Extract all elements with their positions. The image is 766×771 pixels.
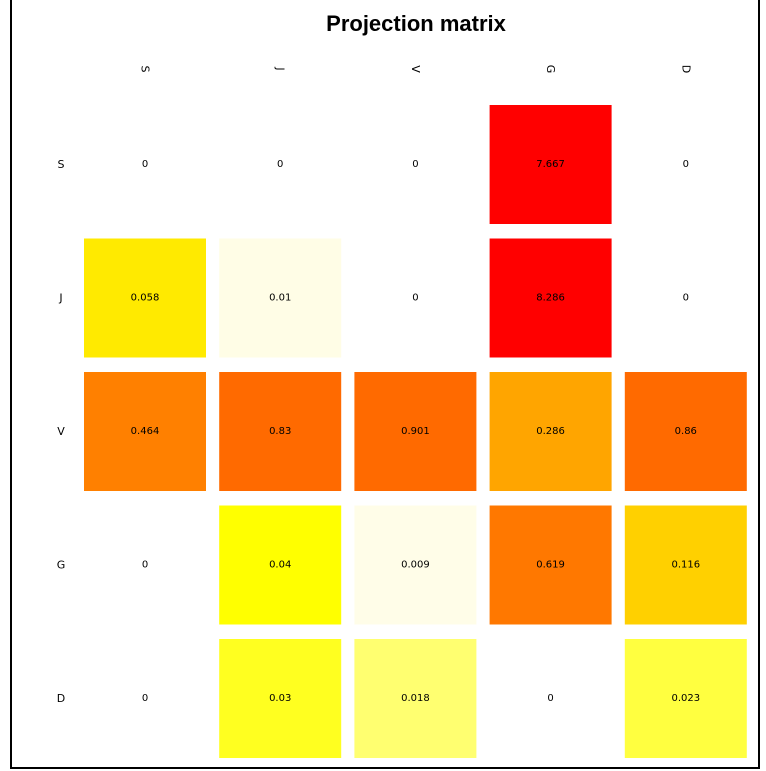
column-label: G — [544, 65, 557, 74]
heatmap-cell — [219, 372, 342, 491]
cell-value-label: 0.83 — [269, 426, 291, 437]
heatmap-cell — [219, 639, 342, 758]
row-label: D — [57, 692, 65, 705]
cell-value-label: 0 — [142, 693, 148, 704]
column-label: J — [274, 66, 287, 70]
heatmap-cell — [624, 639, 747, 758]
cell-value-label: 0.286 — [536, 426, 565, 437]
cell-value-label: 0 — [683, 293, 689, 304]
chart-title: Projection matrix — [326, 11, 506, 36]
cell-value-label: 0 — [547, 693, 553, 704]
cell-value-label: 8.286 — [536, 293, 565, 304]
row-label: V — [57, 425, 65, 438]
cell-value-label: 0.04 — [269, 560, 291, 571]
cell-value-label: 7.667 — [536, 159, 565, 170]
cell-value-label: 0.058 — [131, 293, 160, 304]
heatmap-cell — [489, 105, 612, 224]
cell-value-label: 0.116 — [671, 560, 700, 571]
heatmap-cell — [84, 238, 206, 358]
cell-value-label: 0.86 — [675, 426, 697, 437]
row-label: G — [57, 559, 66, 572]
cell-value-label: 0 — [683, 159, 689, 170]
cell-value-label: 0 — [412, 293, 418, 304]
heatmap-cell — [354, 505, 477, 625]
cell-value-label: 0.901 — [401, 426, 430, 437]
cell-value-label: 0 — [412, 159, 418, 170]
heatmap-cell — [84, 372, 206, 491]
heatmap-cell — [489, 238, 612, 358]
heatmap-cells: 0 0 0 7.667 0 0.058 0.01 0 8.286 0 0.464 0.83 0.901 0… — [84, 105, 747, 758]
column-label: V — [409, 65, 422, 73]
cell-value-label: 0.018 — [401, 693, 430, 704]
heatmap-cell — [354, 639, 477, 758]
heatmap-cell — [489, 505, 612, 625]
cell-value-label: 0.464 — [131, 426, 160, 437]
cell-value-label: 0 — [142, 560, 148, 571]
heatmap-cell — [219, 505, 342, 625]
heatmap-cell — [489, 372, 612, 491]
cell-value-label: 0 — [277, 159, 283, 170]
heatmap-cell — [624, 372, 747, 491]
heatmap-cell — [624, 505, 747, 625]
heatmap-cell — [219, 238, 342, 358]
cell-value-label: 0.01 — [269, 293, 291, 304]
cell-value-label: 0.009 — [401, 560, 430, 571]
cell-value-label: 0 — [142, 159, 148, 170]
cell-value-label: 0.023 — [671, 693, 700, 704]
row-labels: S J V G D — [57, 158, 66, 705]
cell-value-label: 0.619 — [536, 560, 565, 571]
column-label: S — [139, 66, 152, 73]
column-label: D — [679, 65, 692, 73]
cell-value-label: 0.03 — [269, 693, 291, 704]
row-label: S — [58, 158, 65, 171]
heatmap-cell — [354, 372, 477, 491]
row-label: J — [58, 292, 62, 305]
